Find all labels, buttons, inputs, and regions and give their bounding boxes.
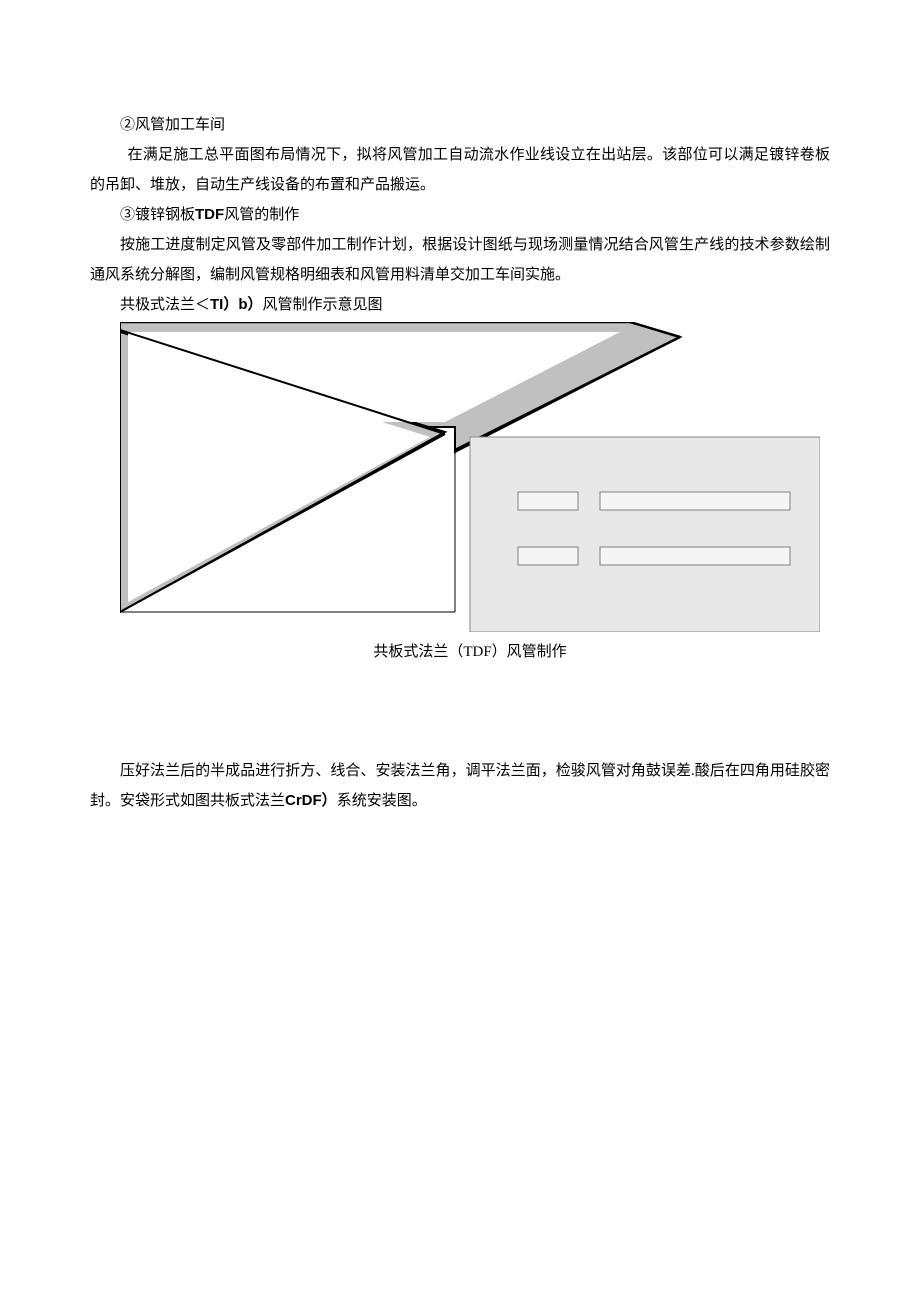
heading-prefix: ③镀锌钢板 <box>120 207 195 223</box>
heading-suffix: 风管的制作 <box>224 207 299 223</box>
p4-bold: CrDF） <box>285 792 337 809</box>
tdf-diagram <box>120 322 820 632</box>
panel-bar <box>518 492 578 510</box>
panel-rect <box>470 437 820 632</box>
paragraph-flange-process: 压好法兰后的半成品进行折方、线合、安装法兰角，调平法兰面，检骏风管对角鼓误差.酸… <box>90 756 830 816</box>
heading-bold: TDF <box>195 206 224 223</box>
panel-bar <box>600 492 790 510</box>
paragraph-workshop: 在满足施工总平面图布局情况下，拟将风管加工自动流水作业线设立在出站层。该部位可以… <box>90 140 830 200</box>
diagram-svg <box>120 322 820 632</box>
intro-prefix: 共极式法兰＜ <box>120 297 210 313</box>
panel-bar <box>518 547 578 565</box>
diagram-caption: 共板式法兰（TDF）风管制作 <box>120 640 820 661</box>
intro-suffix: 风管制作示意见图 <box>263 297 383 313</box>
heading-section-2: ②风管加工车间 <box>90 110 830 140</box>
paragraph-diagram-intro: 共极式法兰＜TI）b）风管制作示意见图 <box>90 290 830 320</box>
paragraph-schedule: 按施工进度制定风管及零部件加工制作计划，根据设计图纸与现场测量情况结合风管生产线… <box>90 230 830 290</box>
p4-prefix: 压好法兰后的半成品进行折方、线合、安装法兰角，调平法兰面，检骏风管对角鼓误差.酸… <box>90 763 830 809</box>
p4-suffix: 系统安装图。 <box>337 793 427 809</box>
intro-bold: TI）b） <box>210 296 263 313</box>
heading-section-3: ③镀锌钢板TDF风管的制作 <box>90 200 830 230</box>
panel-bar <box>600 547 790 565</box>
